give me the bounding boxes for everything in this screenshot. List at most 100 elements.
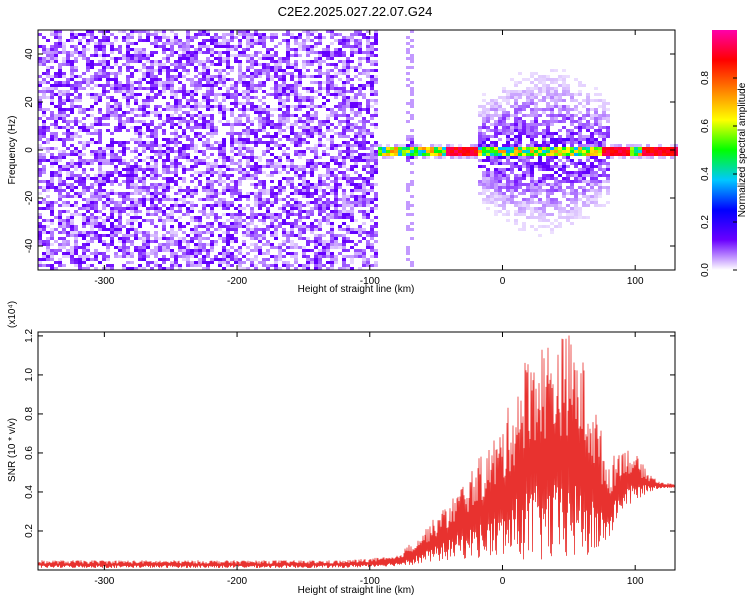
spectrogram-cell xyxy=(238,216,242,219)
spectrogram-cell xyxy=(506,144,510,147)
spectrogram-cell xyxy=(354,123,358,126)
spectrogram-cell xyxy=(498,195,502,198)
spectrogram-cell xyxy=(530,213,534,216)
spectrogram-cell xyxy=(122,120,126,123)
spectrogram-cell xyxy=(178,162,182,165)
spectrogram-cell xyxy=(490,102,494,105)
spectrogram-cell xyxy=(294,69,298,72)
spectrogram-cell xyxy=(54,189,58,192)
spectrogram-cell xyxy=(86,222,90,225)
spectrogram-cell xyxy=(338,54,342,57)
spectrogram-cell xyxy=(366,102,370,105)
spectrogram-cell xyxy=(498,198,502,201)
spectrogram-cell xyxy=(294,123,298,126)
spectrogram-cell xyxy=(142,141,146,144)
spectrogram-cell xyxy=(542,129,546,132)
spectrogram-cell xyxy=(234,255,238,258)
spectrogram-cell xyxy=(266,201,270,204)
spectrogram-cell xyxy=(330,261,334,264)
spectrogram-cell xyxy=(70,183,74,186)
spectrogram-cell xyxy=(482,174,486,177)
spectrogram-cell xyxy=(230,255,234,258)
spectrogram-cell xyxy=(374,30,378,33)
spectrogram-cell xyxy=(346,156,350,159)
spectrogram-cell xyxy=(194,219,198,222)
spectrogram-cell xyxy=(502,183,506,186)
spectrogram-cell xyxy=(70,66,74,69)
spectrogram-cell xyxy=(154,78,158,81)
spectrogram-cell xyxy=(346,66,350,69)
spectrogram-cell xyxy=(406,66,410,69)
spectrogram-cell xyxy=(522,210,526,213)
spectrogram-cell xyxy=(354,93,358,96)
spectrogram-cell xyxy=(482,105,486,108)
spectrogram-cell xyxy=(286,87,290,90)
spectrogram-cell xyxy=(358,153,362,156)
spectrogram-cell xyxy=(122,39,126,42)
spectrogram-cell xyxy=(326,57,330,60)
spectrogram-cell xyxy=(38,228,42,231)
spectrogram-cell xyxy=(414,156,418,159)
spectrogram-cell xyxy=(154,237,158,240)
spectrogram-cell xyxy=(246,90,250,93)
spectrogram-cell xyxy=(506,129,510,132)
spectrogram-cell xyxy=(130,66,134,69)
spectrogram-cell xyxy=(74,174,78,177)
spectrogram-cell xyxy=(538,108,542,111)
spectrogram-cell xyxy=(94,42,98,45)
spectrogram-cell xyxy=(178,126,182,129)
spectrogram-cell xyxy=(166,81,170,84)
spectrogram-cell xyxy=(54,120,58,123)
spectrogram-cell xyxy=(86,201,90,204)
spectrogram-cell xyxy=(262,231,266,234)
spectrogram-cell xyxy=(138,33,142,36)
spectrogram-cell xyxy=(246,81,250,84)
spectrogram-cell xyxy=(78,258,82,261)
spectrogram-cell xyxy=(98,240,102,243)
spectrogram-cell xyxy=(334,213,338,216)
spectrogram-cell xyxy=(218,237,222,240)
spectrogram-cell xyxy=(158,246,162,249)
spectrogram-cell xyxy=(174,69,178,72)
spectrogram-cell xyxy=(454,156,458,159)
spectrogram-cell xyxy=(274,126,278,129)
spectrogram-cell xyxy=(314,183,318,186)
spectrogram-cell xyxy=(262,81,266,84)
spectrogram-cell xyxy=(182,213,186,216)
spectrogram-cell xyxy=(278,117,282,120)
spectrogram-cell xyxy=(342,105,346,108)
spectrogram-cell xyxy=(226,120,230,123)
spectrogram-cell xyxy=(254,84,258,87)
spectrogram-cell xyxy=(182,147,186,150)
spectrogram-cell xyxy=(174,168,178,171)
spectrogram-cell xyxy=(146,255,150,258)
spectrogram-cell xyxy=(278,222,282,225)
spectrogram-cell xyxy=(226,225,230,228)
spectrogram-cell xyxy=(286,72,290,75)
spectrogram-cell xyxy=(486,129,490,132)
spectrogram-cell xyxy=(74,186,78,189)
spectrogram-cell xyxy=(98,195,102,198)
spectrogram-cell xyxy=(510,156,514,159)
spectrogram-cell xyxy=(270,159,274,162)
spectrogram-cell xyxy=(354,201,358,204)
spectrogram-cell xyxy=(374,108,378,111)
spectrogram-cell xyxy=(254,243,258,246)
spectrogram-cell xyxy=(282,198,286,201)
spectrogram-cell xyxy=(374,204,378,207)
spectrogram-cell xyxy=(246,45,250,48)
spectrogram-cell xyxy=(146,213,150,216)
spectrogram-cell xyxy=(174,243,178,246)
spectrogram-cell xyxy=(154,150,158,153)
spectrogram-cell xyxy=(110,57,114,60)
spectrogram-cell xyxy=(366,234,370,237)
spectrogram-cell xyxy=(190,57,194,60)
spectrogram-cell xyxy=(234,147,238,150)
spectrogram-cell xyxy=(286,99,290,102)
spectrogram-cell xyxy=(150,222,154,225)
spectrogram-cell xyxy=(490,180,494,183)
spectrogram-cell xyxy=(338,213,342,216)
spectrogram-cell xyxy=(526,216,530,219)
spectrogram-cell xyxy=(298,237,302,240)
spectrogram-cell xyxy=(526,132,530,135)
